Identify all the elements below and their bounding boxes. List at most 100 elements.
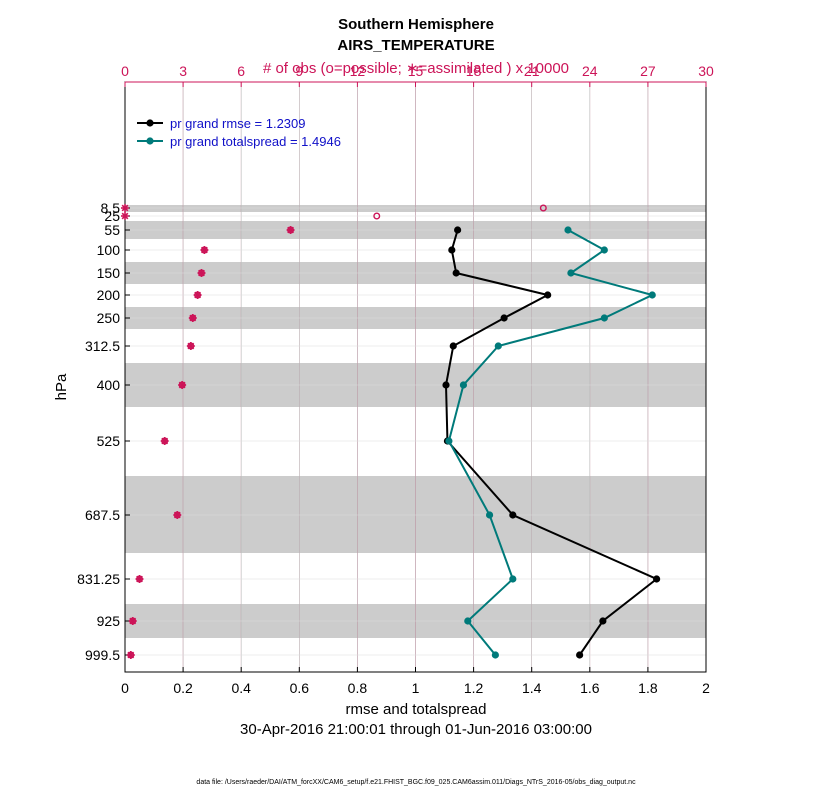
rmse-point: [599, 617, 607, 625]
totalspread-point: [464, 617, 472, 625]
obs-assimilated-marker: [121, 204, 129, 212]
y-tick-label: 55: [104, 222, 120, 238]
top-tick-label: 30: [698, 63, 714, 79]
obs-assimilated-stroke: [127, 651, 135, 659]
rmse-point: [653, 575, 661, 583]
obs-assimilated-stroke: [136, 575, 143, 583]
totalspread-point: [567, 269, 575, 277]
obs-assimilated-stroke: [129, 617, 137, 625]
obs-assimilated-marker: [193, 291, 202, 299]
top-tick-label: 6: [237, 63, 245, 79]
x-tick-label: 0: [121, 680, 129, 696]
obs-assimilated-marker: [186, 342, 195, 350]
top-tick-label: 0: [121, 63, 129, 79]
obs-assimilated-marker: [121, 212, 129, 220]
rmse-point: [544, 291, 552, 299]
obs-assimilated-marker: [126, 651, 135, 659]
obs-assimilated-stroke: [121, 212, 129, 220]
x-tick-label: 2: [702, 680, 710, 696]
obs-assimilated-marker: [286, 226, 295, 234]
obs-assimilated-marker: [188, 314, 197, 322]
chart-title: Southern Hemisphere: [338, 16, 494, 33]
totalspread-line: [447, 229, 656, 656]
data-series: [442, 226, 661, 659]
obs-assimilated-stroke: [201, 246, 208, 254]
y-tick-label: 8.5: [101, 200, 121, 216]
top-tick-label: 12: [350, 63, 366, 79]
x-tick-label: 0.2: [173, 680, 193, 696]
obs-assimilated-marker: [160, 437, 169, 445]
top-tick-label: 21: [524, 63, 540, 79]
x-tick-label: 0.8: [348, 680, 368, 696]
obs-assimilated-stroke: [173, 511, 181, 519]
totalspread-point: [564, 226, 572, 234]
obs-possible-marker: [373, 212, 381, 220]
obs-assimilated-stroke: [178, 381, 186, 389]
obs-assimilated-stroke: [187, 342, 195, 350]
top-tick-label: 9: [295, 63, 303, 79]
top-tick-label: 24: [582, 63, 598, 79]
obs-assimilated-stroke: [194, 291, 202, 299]
x-tick-label: 1.6: [580, 680, 600, 696]
totalspread-point: [600, 314, 608, 322]
x-tick-label: 1.2: [464, 680, 484, 696]
obs-assimilated-stroke: [287, 226, 294, 234]
obs-assimilated-marker: [197, 269, 206, 277]
obs-assimilated-stroke: [189, 314, 197, 322]
y-tick-label: 150: [97, 265, 121, 281]
obs-assimilated-marker: [178, 381, 187, 389]
obs-possible-marker: [539, 204, 547, 212]
tick-labels: 0 0.2 0.4 0.6 0.8 1 1.2 1.4 1.6 1.8 2 0 3 6 9 12 15 18 21 2…: [77, 63, 714, 696]
x-tick-label: 1.4: [522, 680, 542, 696]
rmse-point: [454, 226, 462, 234]
rmse-line: [445, 229, 659, 656]
obs-assimilated-marker: [128, 617, 137, 625]
legend-swatch-marker: [146, 137, 154, 145]
totalspread-point: [445, 437, 453, 445]
rmse-point: [576, 651, 584, 659]
y-tick-label: 831.25: [77, 571, 120, 587]
rmse-point: [500, 314, 508, 322]
y-tick-label: 400: [97, 377, 121, 393]
top-tick-label: 27: [640, 63, 656, 79]
y-tick-label: 525: [97, 433, 121, 449]
totalspread-point: [494, 342, 502, 350]
obs-assimilated-marker: [173, 511, 182, 519]
obs-assimilated-stroke: [161, 437, 169, 445]
y-tick-label: 250: [97, 310, 121, 326]
y-tick-label: 25: [104, 208, 120, 224]
totalspread-point: [491, 651, 499, 659]
top-axis-label: # of obs (o=possible; ∗=assimilated ) x …: [263, 60, 569, 77]
obs-count-markers: [121, 204, 547, 659]
y-tick-label: 100: [97, 242, 121, 258]
x-tick-label: 0.6: [290, 680, 310, 696]
chart-subtitle: AIRS_TEMPERATURE: [337, 37, 494, 54]
rmse-point: [452, 269, 460, 277]
totalspread-point: [600, 246, 608, 254]
x-tick-label: 1.8: [638, 680, 658, 696]
y-tick-label: 999.5: [85, 647, 120, 663]
totalspread-point: [485, 511, 494, 519]
rmse-point: [449, 342, 457, 350]
legend-swatch-marker: [146, 119, 154, 127]
legend-entry: pr grand totalspread = 1.4946: [170, 134, 341, 149]
y-tick-label: 687.5: [85, 507, 120, 523]
y-tick-label: 312.5: [85, 338, 120, 354]
top-tick-label: 3: [179, 63, 187, 79]
rmse-point: [509, 511, 517, 519]
obs-assimilated-stroke: [121, 204, 129, 212]
totalspread-point: [509, 575, 517, 583]
rmse-point: [448, 246, 456, 254]
y-axis-label: hPa: [53, 373, 70, 400]
totalspread-point: [648, 291, 656, 299]
y-tick-label: 200: [97, 287, 121, 303]
obs-assimilated-marker: [135, 575, 144, 583]
x-axis-label: rmse and totalspread: [346, 701, 487, 718]
y-tick-label: 925: [97, 613, 121, 629]
rmse-point: [442, 381, 450, 389]
data-file-footnote: data file: /Users/raeder/DAI/ATM_forcXX/…: [196, 779, 636, 786]
date-range-label: 30-Apr-2016 21:00:01 through 01-Jun-2016…: [240, 721, 592, 738]
obs-assimilated-marker: [200, 246, 209, 254]
obs-assimilated-stroke: [198, 269, 205, 277]
